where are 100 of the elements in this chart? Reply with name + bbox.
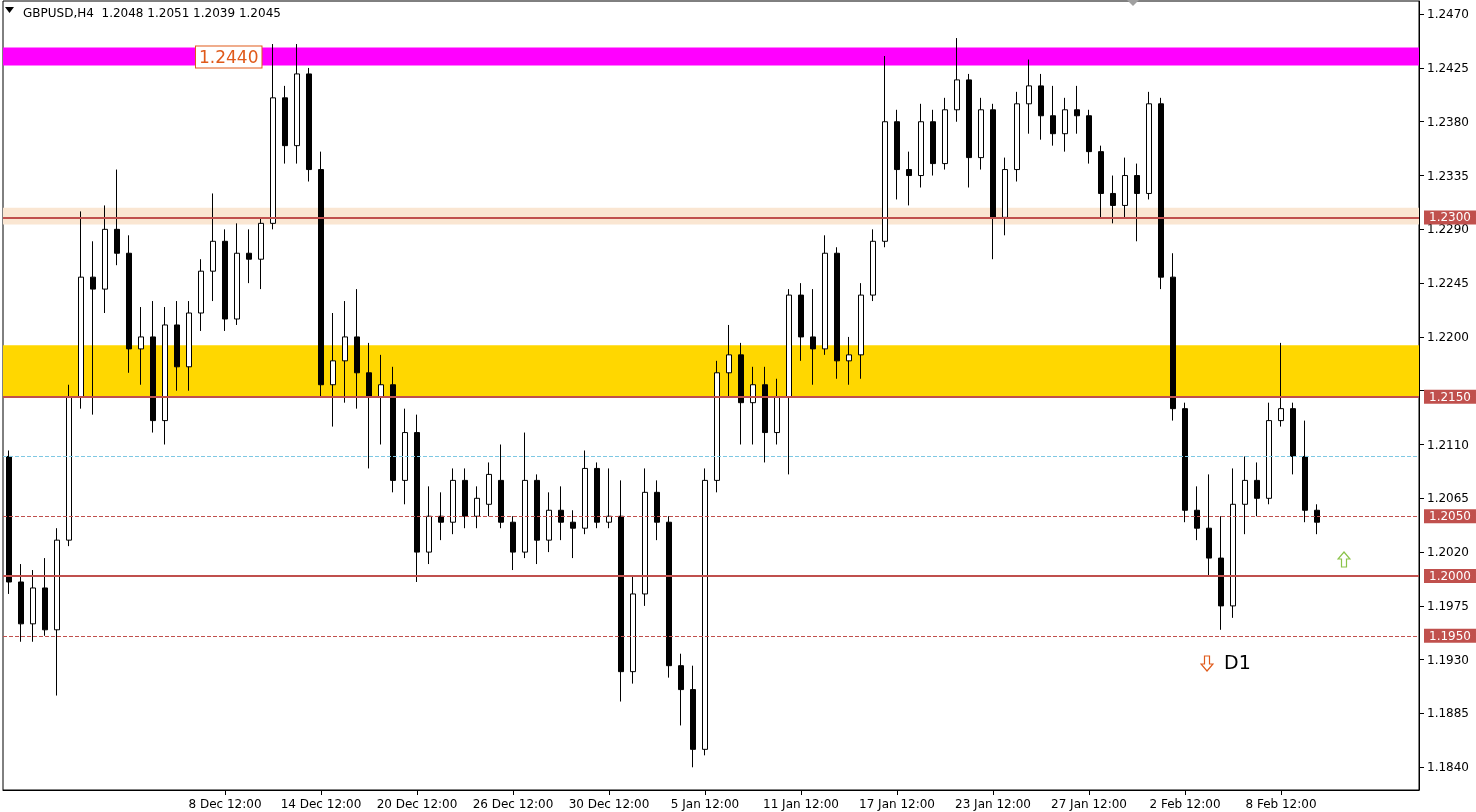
candlestick (1218, 515, 1224, 631)
candlestick (726, 324, 732, 398)
y-tick-label: 1.2335 (1427, 168, 1469, 183)
candlestick (342, 300, 348, 404)
candlestick (978, 97, 984, 171)
x-tick-label: 23 Jan 12:00 (955, 797, 1031, 811)
candlestick (1194, 485, 1200, 541)
candlestick (1134, 163, 1140, 242)
candlestick (186, 300, 192, 392)
x-tick-label: 20 Dec 12:00 (376, 797, 458, 811)
y-tick-label: 1.1975 (1427, 598, 1469, 613)
candlestick (306, 67, 312, 183)
candlestick (1074, 85, 1080, 135)
candlestick (906, 151, 912, 206)
candlestick (990, 103, 996, 260)
candlestick (618, 479, 624, 703)
annotation: D1 (1224, 651, 1251, 673)
candlestick (834, 246, 840, 380)
candlestick (1170, 252, 1176, 422)
candlestick (1290, 402, 1296, 475)
candlestick (66, 384, 72, 547)
candlestick (1026, 59, 1032, 135)
chart-title: GBPUSD,H4 1.2048 1.2051 1.2039 1.2045 (23, 6, 281, 20)
candlestick (174, 300, 180, 392)
candlestick (654, 479, 660, 541)
candlestick (1242, 455, 1248, 535)
candlestick (438, 491, 444, 541)
y-tick-label: 1.1885 (1427, 706, 1469, 721)
candlestick (1266, 402, 1272, 505)
candlestick (882, 55, 888, 248)
candlestick (894, 109, 900, 200)
candlestick (282, 85, 288, 165)
x-tick-label: 27 Jan 12:00 (1051, 797, 1127, 811)
x-tick-label: 14 Dec 12:00 (280, 797, 362, 811)
candlestick (1014, 91, 1020, 183)
candlestick (1302, 420, 1308, 523)
candlestick (1122, 157, 1128, 218)
candlestick (30, 569, 36, 643)
candlestick (966, 73, 972, 188)
candlestick (450, 467, 456, 535)
candlestick (462, 467, 468, 529)
candlestick (510, 515, 516, 571)
candlestick (738, 342, 744, 446)
y-tick-label: 1.1840 (1427, 760, 1469, 775)
candlestick (1254, 461, 1260, 517)
candlestick (594, 461, 600, 529)
candlestick (246, 228, 252, 284)
y-tick-label: 1.2200 (1427, 329, 1469, 344)
candlestick (1050, 85, 1056, 147)
candlestick (642, 467, 648, 607)
candlestick (666, 515, 672, 679)
candlestick (102, 204, 108, 314)
candlestick (798, 282, 804, 362)
band-label: 1.2440 (199, 47, 259, 68)
ref-line-label: 1.2300 (1429, 210, 1471, 225)
candlestick (54, 527, 60, 697)
candlestick (114, 169, 120, 266)
candlestick (1182, 402, 1188, 523)
candlestick (846, 336, 852, 386)
candlestick (1230, 467, 1236, 619)
candlestick (534, 473, 540, 565)
candlestick (222, 228, 228, 332)
candlestick (1098, 145, 1104, 218)
y-tick-label: 1.2065 (1427, 491, 1469, 506)
candlestick (474, 485, 480, 529)
candlestick (750, 366, 756, 446)
candlestick (714, 360, 720, 493)
y-tick-label: 1.2245 (1427, 276, 1469, 291)
x-tick-label: 8 Dec 12:00 (188, 797, 262, 811)
candlestick (126, 234, 132, 374)
candlestick (1062, 97, 1068, 153)
candlestick (162, 306, 168, 446)
x-tick-label: 30 Dec 12:00 (568, 797, 650, 811)
candlestick (498, 444, 504, 529)
ref-line-label: 1.2050 (1429, 509, 1471, 524)
candlestick (366, 342, 372, 469)
candlestick (426, 485, 432, 565)
candlestick (90, 240, 96, 416)
candlestick (762, 366, 768, 463)
x-tick-label: 5 Jan 12:00 (670, 797, 740, 811)
candlestick (1206, 473, 1212, 577)
candlestick (198, 258, 204, 332)
candlestick (606, 467, 612, 529)
candlestick (378, 354, 384, 446)
candlestick (1314, 503, 1320, 535)
candlestick (558, 485, 564, 541)
candlestick (18, 563, 24, 643)
candlestick (702, 467, 708, 756)
candlestick (330, 312, 336, 428)
candlestick (150, 300, 156, 434)
candlestick (6, 449, 12, 595)
candlestick (546, 491, 552, 553)
candlestick (822, 234, 828, 356)
candlestick (858, 282, 864, 380)
candlestick (42, 557, 48, 637)
y-tick-label: 1.2380 (1427, 114, 1469, 129)
candlestick (210, 192, 216, 302)
candlestick (930, 109, 936, 177)
candlestick (1146, 91, 1152, 200)
candlestick (1086, 109, 1092, 165)
